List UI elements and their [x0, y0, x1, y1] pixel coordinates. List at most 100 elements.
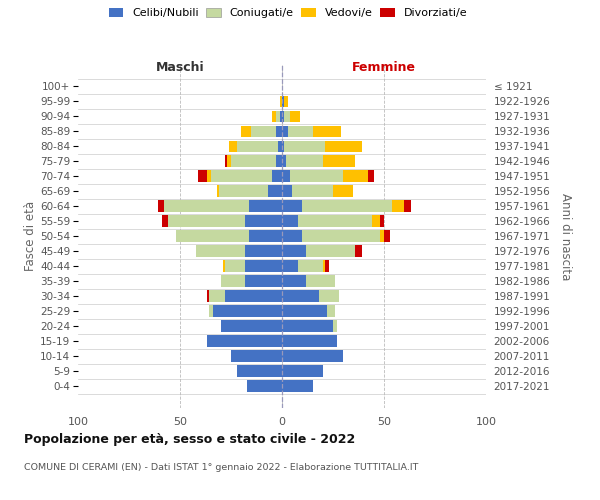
Bar [212, 306, 282, 317]
Bar [229, 140, 237, 152]
Bar [298, 216, 372, 227]
Bar [290, 110, 301, 122]
Legend: Celibi/Nubili, Coniugati/e, Vedovi/e, Divorziati/e: Celibi/Nubili, Coniugati/e, Vedovi/e, Di… [106, 6, 470, 20]
Bar [272, 170, 282, 182]
Bar [245, 216, 282, 227]
Bar [333, 186, 353, 197]
Bar [325, 260, 329, 272]
Bar [298, 260, 323, 272]
Bar [211, 170, 272, 182]
Bar [231, 156, 276, 167]
Bar [250, 200, 282, 212]
Bar [404, 200, 410, 212]
Bar [206, 170, 211, 182]
Y-axis label: Fasce di età: Fasce di età [25, 201, 37, 272]
Bar [282, 140, 284, 152]
Bar [161, 216, 168, 227]
Bar [223, 260, 225, 272]
Bar [247, 380, 282, 392]
Bar [284, 140, 325, 152]
Bar [206, 290, 209, 302]
Bar [302, 200, 392, 212]
Bar [209, 306, 212, 317]
Bar [290, 170, 343, 182]
Bar [282, 366, 323, 377]
Bar [333, 320, 337, 332]
Bar [282, 290, 319, 302]
Bar [282, 186, 292, 197]
Bar [276, 156, 282, 167]
Bar [307, 276, 335, 287]
Text: Popolazione per età, sesso e stato civile - 2022: Popolazione per età, sesso e stato civil… [24, 432, 355, 446]
Bar [302, 230, 380, 242]
Text: COMUNE DI CERAMI (EN) - Dati ISTAT 1° gennaio 2022 - Elaborazione TUTTITALIA.IT: COMUNE DI CERAMI (EN) - Dati ISTAT 1° ge… [24, 462, 418, 471]
Bar [158, 200, 164, 212]
Bar [199, 170, 206, 182]
Text: Femmine: Femmine [352, 62, 416, 74]
Bar [282, 126, 288, 137]
Bar [268, 186, 282, 197]
Bar [168, 216, 245, 227]
Bar [392, 200, 404, 212]
Bar [323, 260, 325, 272]
Y-axis label: Anni di nascita: Anni di nascita [559, 192, 572, 280]
Bar [380, 230, 384, 242]
Bar [327, 306, 335, 317]
Bar [245, 260, 282, 272]
Bar [272, 110, 276, 122]
Bar [209, 290, 225, 302]
Bar [313, 126, 341, 137]
Bar [343, 170, 368, 182]
Bar [282, 96, 284, 107]
Bar [323, 156, 355, 167]
Bar [241, 126, 251, 137]
Bar [280, 110, 282, 122]
Bar [319, 290, 339, 302]
Bar [245, 276, 282, 287]
Bar [282, 260, 298, 272]
Bar [292, 186, 333, 197]
Bar [282, 350, 343, 362]
Bar [196, 246, 245, 257]
Bar [276, 126, 282, 137]
Bar [325, 140, 362, 152]
Bar [286, 156, 323, 167]
Bar [231, 350, 282, 362]
Bar [284, 96, 288, 107]
Bar [282, 246, 307, 257]
Bar [368, 170, 374, 182]
Bar [237, 366, 282, 377]
Bar [282, 306, 327, 317]
Bar [282, 216, 298, 227]
Bar [219, 186, 268, 197]
Bar [288, 126, 313, 137]
Bar [217, 186, 219, 197]
Bar [372, 216, 380, 227]
Bar [251, 126, 276, 137]
Bar [282, 156, 286, 167]
Text: Maschi: Maschi [155, 62, 205, 74]
Bar [384, 230, 390, 242]
Bar [225, 156, 227, 167]
Bar [227, 156, 231, 167]
Bar [176, 230, 250, 242]
Bar [355, 246, 362, 257]
Bar [237, 140, 278, 152]
Bar [225, 290, 282, 302]
Bar [225, 260, 245, 272]
Bar [282, 200, 302, 212]
Bar [282, 110, 284, 122]
Bar [282, 320, 333, 332]
Bar [206, 336, 282, 347]
Bar [307, 246, 355, 257]
Bar [282, 276, 307, 287]
Bar [282, 380, 313, 392]
Bar [380, 216, 384, 227]
Bar [164, 200, 250, 212]
Bar [282, 336, 337, 347]
Bar [282, 170, 290, 182]
Bar [276, 110, 280, 122]
Bar [278, 140, 282, 152]
Bar [250, 230, 282, 242]
Bar [282, 230, 302, 242]
